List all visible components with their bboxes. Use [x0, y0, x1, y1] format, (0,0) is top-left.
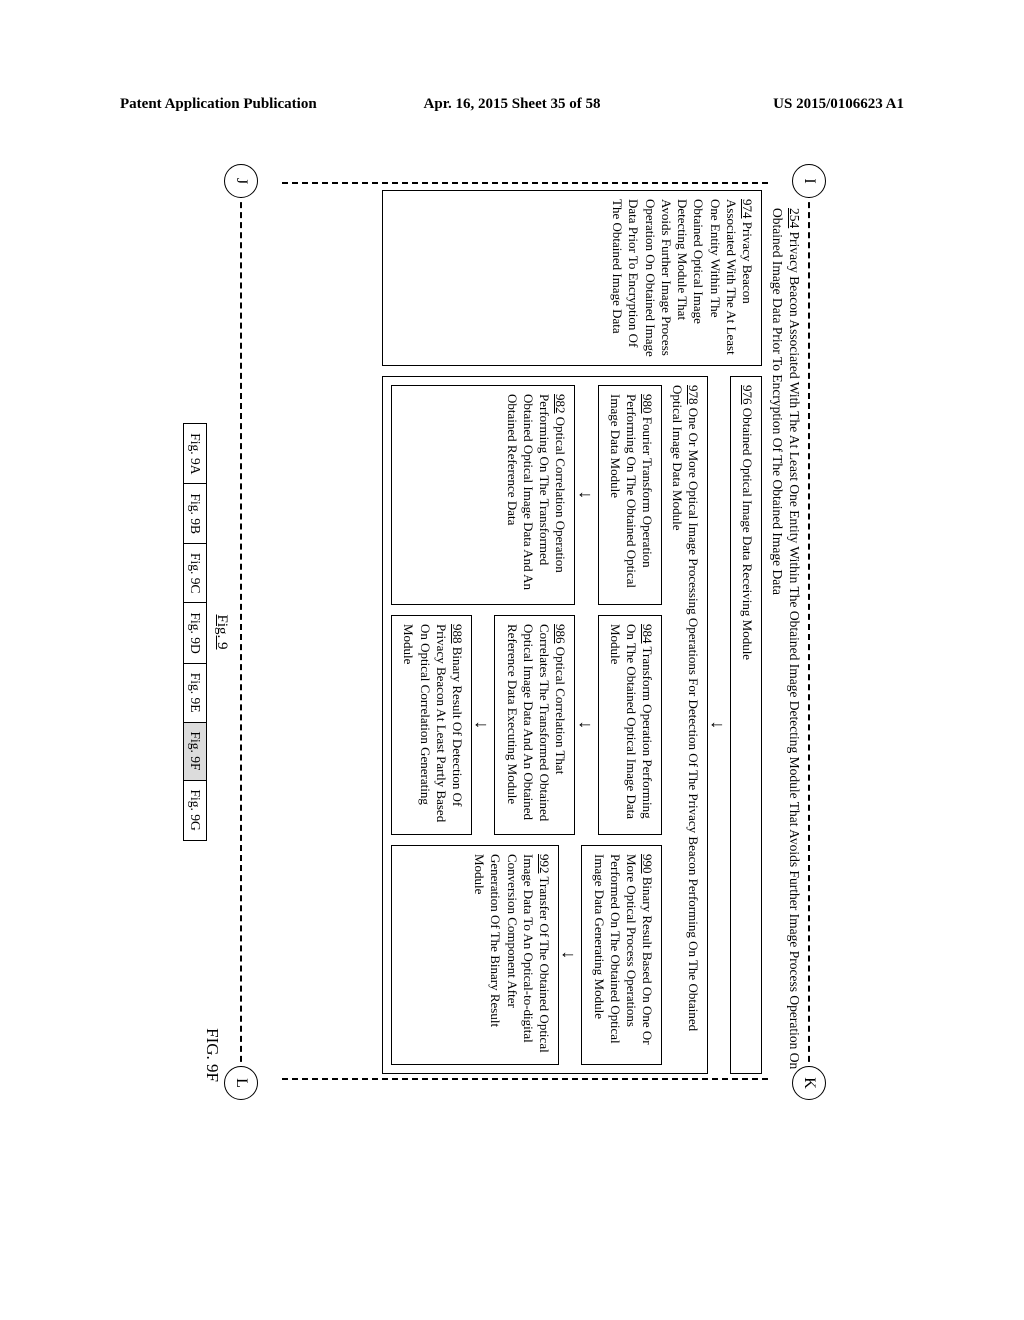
header-right: US 2015/0106623 A1 — [773, 96, 904, 113]
ref-974: 974 — [740, 199, 755, 219]
ref-976: 976 — [740, 385, 755, 405]
arrow-icon: ↓ — [710, 376, 726, 1074]
module-990: 990 Binary Result Based On One Or More O… — [581, 845, 662, 1065]
page: Patent Application Publication Apr. 16, … — [0, 0, 1024, 1320]
module-974: 974 Privacy Beacon Associated With The A… — [382, 190, 762, 366]
module-992: 992 Transfer Of The Obtained Optical Ima… — [391, 845, 559, 1065]
inner-columns: 980 Fourier Transform Operation Performi… — [391, 385, 662, 1065]
arrow-icon: ↓ — [561, 845, 577, 1065]
module-988: 988 Binary Result Of Detection Of Privac… — [391, 615, 472, 835]
module-992-text: Transfer Of The Obtained Optical Image D… — [472, 854, 552, 1053]
connector-K: K — [792, 1066, 826, 1100]
arrow-icon: ↓ — [474, 615, 490, 835]
module-984: 984 Transform Operation Performing On Th… — [598, 615, 663, 835]
ref-992: 992 — [537, 854, 552, 874]
module-254-outline: I J K L 254 Privacy Beacon Associated Wi… — [240, 182, 810, 1082]
ref-254: 254 — [787, 208, 802, 228]
arrow-icon: ↓ — [577, 385, 593, 605]
col-c: 990 Binary Result Based On One Or More O… — [391, 845, 662, 1065]
ref-978: 978 — [686, 385, 701, 405]
header-left: Patent Application Publication — [120, 96, 317, 113]
figure-container: I J K L 254 Privacy Beacon Associated Wi… — [190, 182, 810, 1082]
header-center: Apr. 16, 2015 Sheet 35 of 58 — [424, 96, 601, 113]
ref-990: 990 — [640, 854, 655, 874]
module-254-text: Privacy Beacon Associated With The At Le… — [770, 208, 802, 1069]
module-982: 982 Optical Correlation Operation Perfor… — [391, 385, 575, 605]
module-978: 978 One Or More Optical Image Processing… — [382, 376, 708, 1074]
sheet-tabs: Fig. 9A Fig. 9B Fig. 9C Fig. 9D Fig. 9E … — [183, 423, 207, 841]
figure-nav: Fig. 9 Fig. 9A Fig. 9B Fig. 9C Fig. 9D F… — [183, 182, 230, 1082]
module-980-text: Fourier Transform Operation Performing O… — [608, 394, 656, 588]
tab-9a[interactable]: Fig. 9A — [184, 424, 206, 484]
row-main: 974 Privacy Beacon Associated With The A… — [382, 190, 762, 1074]
module-986: 986 Optical Correlation That Correlates … — [494, 615, 575, 835]
ref-988: 988 — [450, 624, 465, 644]
module-982-text: Optical Correlation Operation Performing… — [505, 394, 569, 590]
ref-986: 986 — [553, 624, 568, 644]
module-976-text: Obtained Optical Image Data Receiving Mo… — [740, 405, 755, 661]
figure-caption: Fig. 9 — [213, 182, 230, 1082]
module-986-text: Optical Correlation That Correlates The … — [505, 624, 569, 821]
module-990-text: Binary Result Based On One Or More Optic… — [592, 854, 656, 1045]
tab-9g[interactable]: Fig. 9G — [184, 781, 206, 840]
module-976: 976 Obtained Optical Image Data Receivin… — [730, 376, 762, 1074]
module-980: 980 Fourier Transform Operation Performi… — [598, 385, 663, 605]
module-974-text: Privacy Beacon Associated With The At Le… — [610, 199, 755, 357]
connector-I: I — [792, 164, 826, 198]
tab-9f[interactable]: Fig. 9F — [184, 723, 206, 781]
module-978-text: One Or More Optical Image Processing Ope… — [670, 385, 701, 1031]
ref-984: 984 — [640, 624, 655, 644]
tab-9b[interactable]: Fig. 9B — [184, 484, 206, 544]
figure-label: FIG. 9F — [202, 1028, 222, 1082]
tab-9e[interactable]: Fig. 9E — [184, 664, 206, 723]
tab-9c[interactable]: Fig. 9C — [184, 544, 206, 604]
tab-9d[interactable]: Fig. 9D — [184, 603, 206, 663]
ref-982: 982 — [553, 394, 568, 414]
module-988-text: Binary Result Of Detection Of Privacy Be… — [401, 624, 465, 822]
arrow-icon: ↓ — [577, 615, 593, 835]
col-b: 984 Transform Operation Performing On Th… — [391, 615, 662, 835]
right-column: 976 Obtained Optical Image Data Receivin… — [382, 376, 762, 1074]
module-978-head: 978 One Or More Optical Image Processing… — [668, 385, 701, 1065]
col-a: 980 Fourier Transform Operation Performi… — [391, 385, 662, 605]
module-254-title: 254 Privacy Beacon Associated With The A… — [768, 208, 802, 1074]
module-984-text: Transform Operation Performing On The Ob… — [608, 624, 656, 819]
ref-980: 980 — [640, 394, 655, 414]
